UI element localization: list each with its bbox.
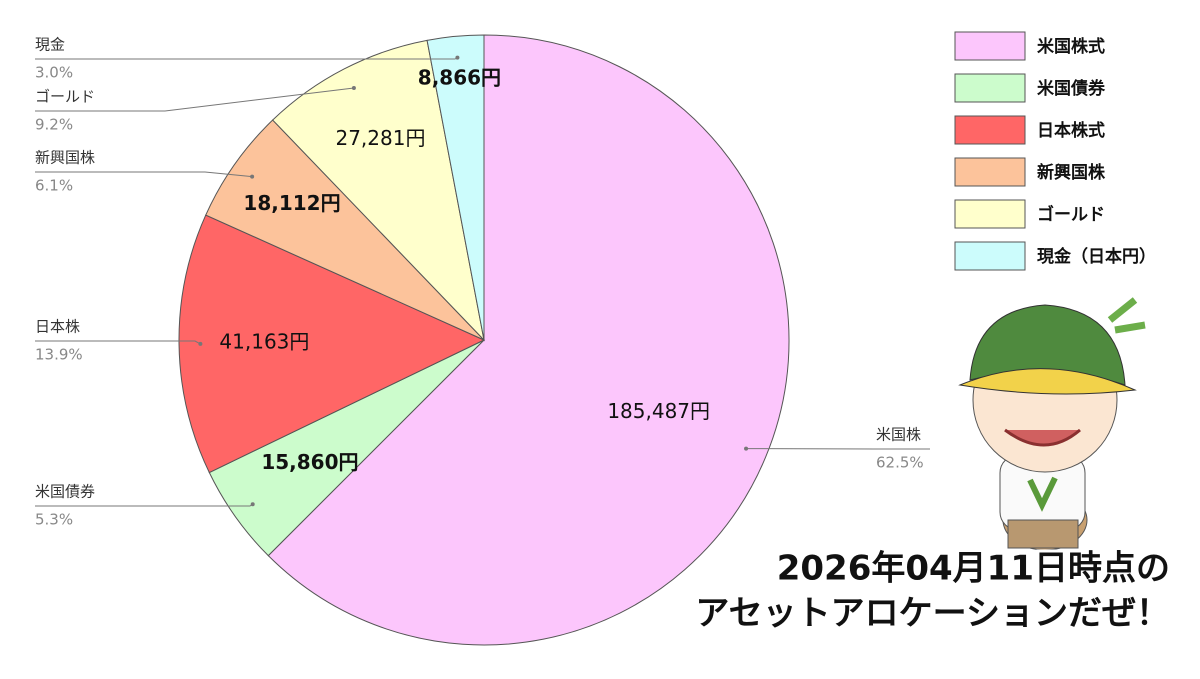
annotation-line: 2026年04月11日時点の bbox=[777, 549, 1170, 589]
leader-line bbox=[35, 504, 253, 506]
legend-swatch bbox=[955, 158, 1025, 186]
value-label: 18,112円 bbox=[243, 191, 340, 215]
legend-label: 現金（日本円） bbox=[1037, 246, 1156, 267]
value-label: 8,866円 bbox=[418, 65, 501, 89]
leader-dot bbox=[198, 342, 202, 346]
legend-label: ゴールド bbox=[1037, 204, 1105, 225]
leader-dot bbox=[250, 175, 254, 179]
slice-name: 米国株 bbox=[876, 426, 921, 444]
slice-percent: 62.5% bbox=[876, 454, 924, 472]
slice-name: 米国債券 bbox=[35, 483, 95, 501]
value-label: 185,487円 bbox=[607, 399, 710, 423]
slice-percent: 3.0% bbox=[35, 64, 73, 82]
leader-line bbox=[35, 341, 200, 344]
legend-label: 日本株式 bbox=[1037, 120, 1105, 141]
annotation-line: アセットアロケーションだぜ！ bbox=[695, 594, 1170, 634]
leader-dot bbox=[744, 447, 748, 451]
slice-name: 日本株 bbox=[35, 318, 80, 336]
legend-swatch bbox=[955, 200, 1025, 228]
leader-dot bbox=[352, 86, 356, 90]
annotation: 2026年04月11日時点の アセットアロケーションだぜ！ bbox=[695, 549, 1170, 634]
legend-swatch bbox=[955, 32, 1025, 60]
leader-dot bbox=[455, 56, 459, 60]
legend-label: 米国債券 bbox=[1037, 78, 1106, 99]
slice-percent: 5.3% bbox=[35, 511, 73, 529]
slice-name: 新興国株 bbox=[35, 149, 95, 167]
legend-swatch bbox=[955, 242, 1025, 270]
mascot bbox=[960, 300, 1145, 550]
legend-label: 新興国株 bbox=[1037, 162, 1106, 183]
slice-name: ゴールド bbox=[35, 88, 95, 106]
value-label: 27,281円 bbox=[335, 126, 425, 150]
legend-swatch bbox=[955, 74, 1025, 102]
slice-percent: 9.2% bbox=[35, 116, 73, 134]
slice-name: 現金 bbox=[35, 36, 65, 54]
value-label: 15,860円 bbox=[261, 450, 358, 474]
leader-dot bbox=[251, 502, 255, 506]
slice-percent: 13.9% bbox=[35, 346, 83, 364]
legend-swatch bbox=[955, 116, 1025, 144]
value-label: 41,163円 bbox=[219, 330, 309, 354]
legend-label: 米国株式 bbox=[1037, 36, 1105, 57]
slice-percent: 6.1% bbox=[35, 177, 73, 195]
